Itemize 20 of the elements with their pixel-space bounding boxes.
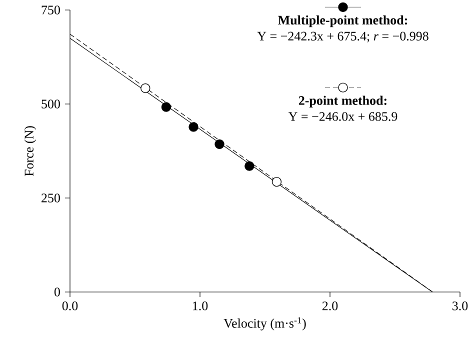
- x-tick-label: 0.0: [62, 302, 78, 310]
- x-axis-title: Velocity (m·s$^{-1}$): [224, 317, 306, 330]
- y-tick-label: 250: [42, 194, 60, 202]
- x-tick-label: 2.0: [322, 302, 338, 310]
- y-tick-label: 500: [42, 100, 60, 108]
- point: [161, 102, 172, 112]
- point: [140, 83, 150, 94]
- point: [214, 139, 224, 150]
- y-tick-label: 0: [54, 288, 60, 296]
- annotation: Y = −242.3x + 675.4; r = −0.998: [257, 32, 428, 42]
- point: [188, 122, 198, 132]
- point: [244, 161, 254, 171]
- point: [272, 176, 282, 187]
- x-tick-label: 1.0: [193, 302, 208, 310]
- legend-label: 2-point method:: [298, 96, 386, 108]
- x-tick-label: 3.0: [452, 302, 468, 310]
- legend-label: Multiple-point method:: [278, 15, 408, 28]
- y-axis-title: Force (N): [24, 126, 36, 176]
- y-tick-label: 750: [42, 6, 60, 14]
- annotation: Y = −246.0x + 685.9: [288, 112, 398, 121]
